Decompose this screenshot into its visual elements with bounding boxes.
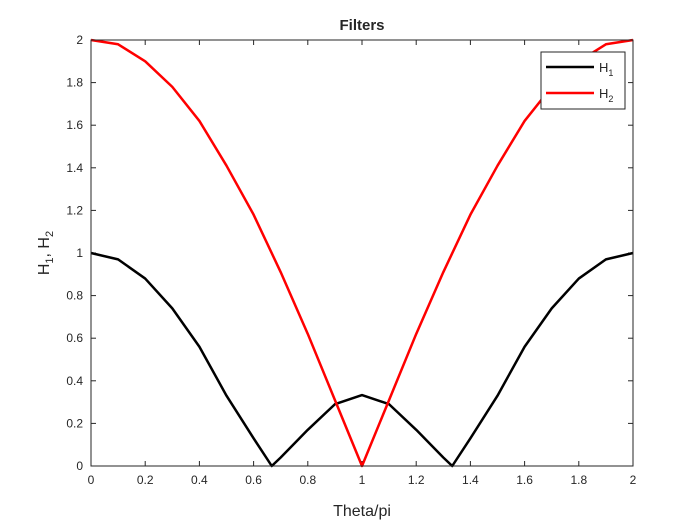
x-tick-label: 0.4 — [191, 473, 208, 487]
y-tick-label: 0.2 — [66, 416, 83, 430]
y-tick-label: 0.8 — [66, 289, 83, 303]
legend-label-h2-sub: 2 — [608, 94, 613, 104]
y-tick-label: 1.4 — [66, 161, 83, 175]
y-label-separator: , — [36, 249, 53, 258]
y-label-base-1: H — [36, 264, 53, 276]
x-tick-label: 1.4 — [462, 473, 479, 487]
x-tick-label: 0.2 — [137, 473, 154, 487]
x-tick-label: 2 — [630, 473, 637, 487]
x-tick-label: 0.6 — [245, 473, 262, 487]
y-axis-label: H1, H2 — [36, 231, 56, 275]
legend-label-h1: H1 — [599, 60, 613, 78]
x-tick-label: 1.8 — [570, 473, 587, 487]
y-tick-label: 1.8 — [66, 76, 83, 90]
y-tick-label: 1.6 — [66, 118, 83, 132]
x-tick-label: 1 — [359, 473, 366, 487]
legend: H1 H2 — [540, 51, 626, 110]
y-tick-label: 1.2 — [66, 203, 83, 217]
x-tick-label: 0.8 — [299, 473, 316, 487]
legend-label-h2: H2 — [599, 86, 613, 104]
x-tick-labels: 0 0.2 0.4 0.6 0.8 1 1.2 1.4 1.6 1.8 2 — [88, 473, 637, 487]
series-line-h1 — [90, 251, 634, 468]
y-tick-label: 0.4 — [66, 374, 83, 388]
chart-title: Filters — [339, 17, 384, 34]
x-axis-label: Theta/pi — [333, 503, 391, 520]
y-tick-label: 0 — [76, 459, 83, 473]
y-label-sub-2: 2 — [44, 231, 56, 237]
legend-label-h1-sub: 1 — [608, 68, 613, 78]
y-tick-label: 0.6 — [66, 331, 83, 345]
legend-label-h2-base: H — [599, 86, 608, 101]
x-tick-label: 1.2 — [408, 473, 425, 487]
y-label-sub-1: 1 — [44, 257, 56, 263]
axes-box — [90, 39, 634, 467]
y-label-base-2: H — [36, 237, 53, 249]
y-tick-labels: 0 0.2 0.4 0.6 0.8 1 1.2 1.4 1.6 1.8 2 — [66, 33, 83, 473]
y-tick-label: 2 — [76, 33, 83, 47]
legend-label-h1-base: H — [599, 60, 608, 75]
legend-box — [540, 51, 626, 110]
x-tick-label: 1.6 — [516, 473, 533, 487]
y-tick-label: 1 — [76, 246, 83, 260]
x-tick-label: 0 — [88, 473, 95, 487]
